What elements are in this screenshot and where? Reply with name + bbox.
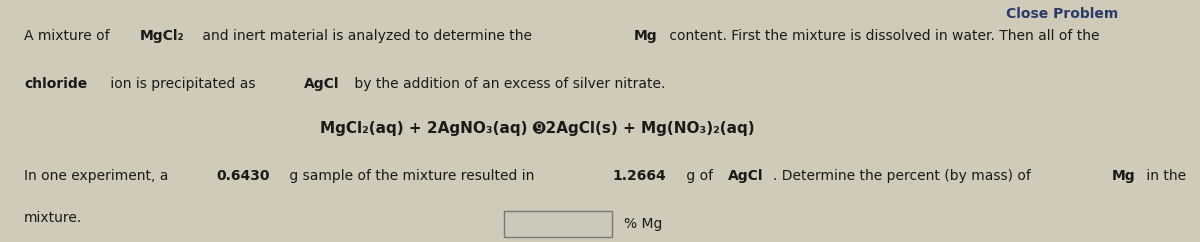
Text: and inert material is analyzed to determine the: and inert material is analyzed to determ… bbox=[198, 29, 536, 43]
Text: content. First the mixture is dissolved in water. Then all of the: content. First the mixture is dissolved … bbox=[665, 29, 1099, 43]
Text: In one experiment, a: In one experiment, a bbox=[24, 169, 173, 183]
Text: AgCl: AgCl bbox=[727, 169, 763, 183]
Text: A mixture of: A mixture of bbox=[24, 29, 114, 43]
Text: Close Problem: Close Problem bbox=[1006, 7, 1118, 21]
Text: by the addition of an excess of silver nitrate.: by the addition of an excess of silver n… bbox=[350, 77, 665, 91]
Text: chloride: chloride bbox=[24, 77, 88, 91]
Text: 1.2664: 1.2664 bbox=[612, 169, 666, 183]
Text: Mg: Mg bbox=[1111, 169, 1135, 183]
Text: ion is precipitated as: ion is precipitated as bbox=[106, 77, 259, 91]
Text: mixture.: mixture. bbox=[24, 211, 83, 225]
FancyBboxPatch shape bbox=[504, 211, 612, 237]
Text: AgCl: AgCl bbox=[304, 77, 340, 91]
Text: MgCl₂: MgCl₂ bbox=[140, 29, 185, 43]
Text: g of: g of bbox=[682, 169, 718, 183]
Text: . Determine the percent (by mass) of: . Determine the percent (by mass) of bbox=[773, 169, 1036, 183]
Text: 0.6430: 0.6430 bbox=[216, 169, 270, 183]
Text: % Mg: % Mg bbox=[624, 217, 662, 231]
Text: Mg: Mg bbox=[634, 29, 658, 43]
Text: g sample of the mixture resulted in: g sample of the mixture resulted in bbox=[284, 169, 539, 183]
Text: in the: in the bbox=[1142, 169, 1187, 183]
Text: MgCl₂(aq) + 2AgNO₃(aq) ➒2AgCl(s) + Mg(NO₃)₂(aq): MgCl₂(aq) + 2AgNO₃(aq) ➒2AgCl(s) + Mg(NO… bbox=[319, 121, 755, 136]
